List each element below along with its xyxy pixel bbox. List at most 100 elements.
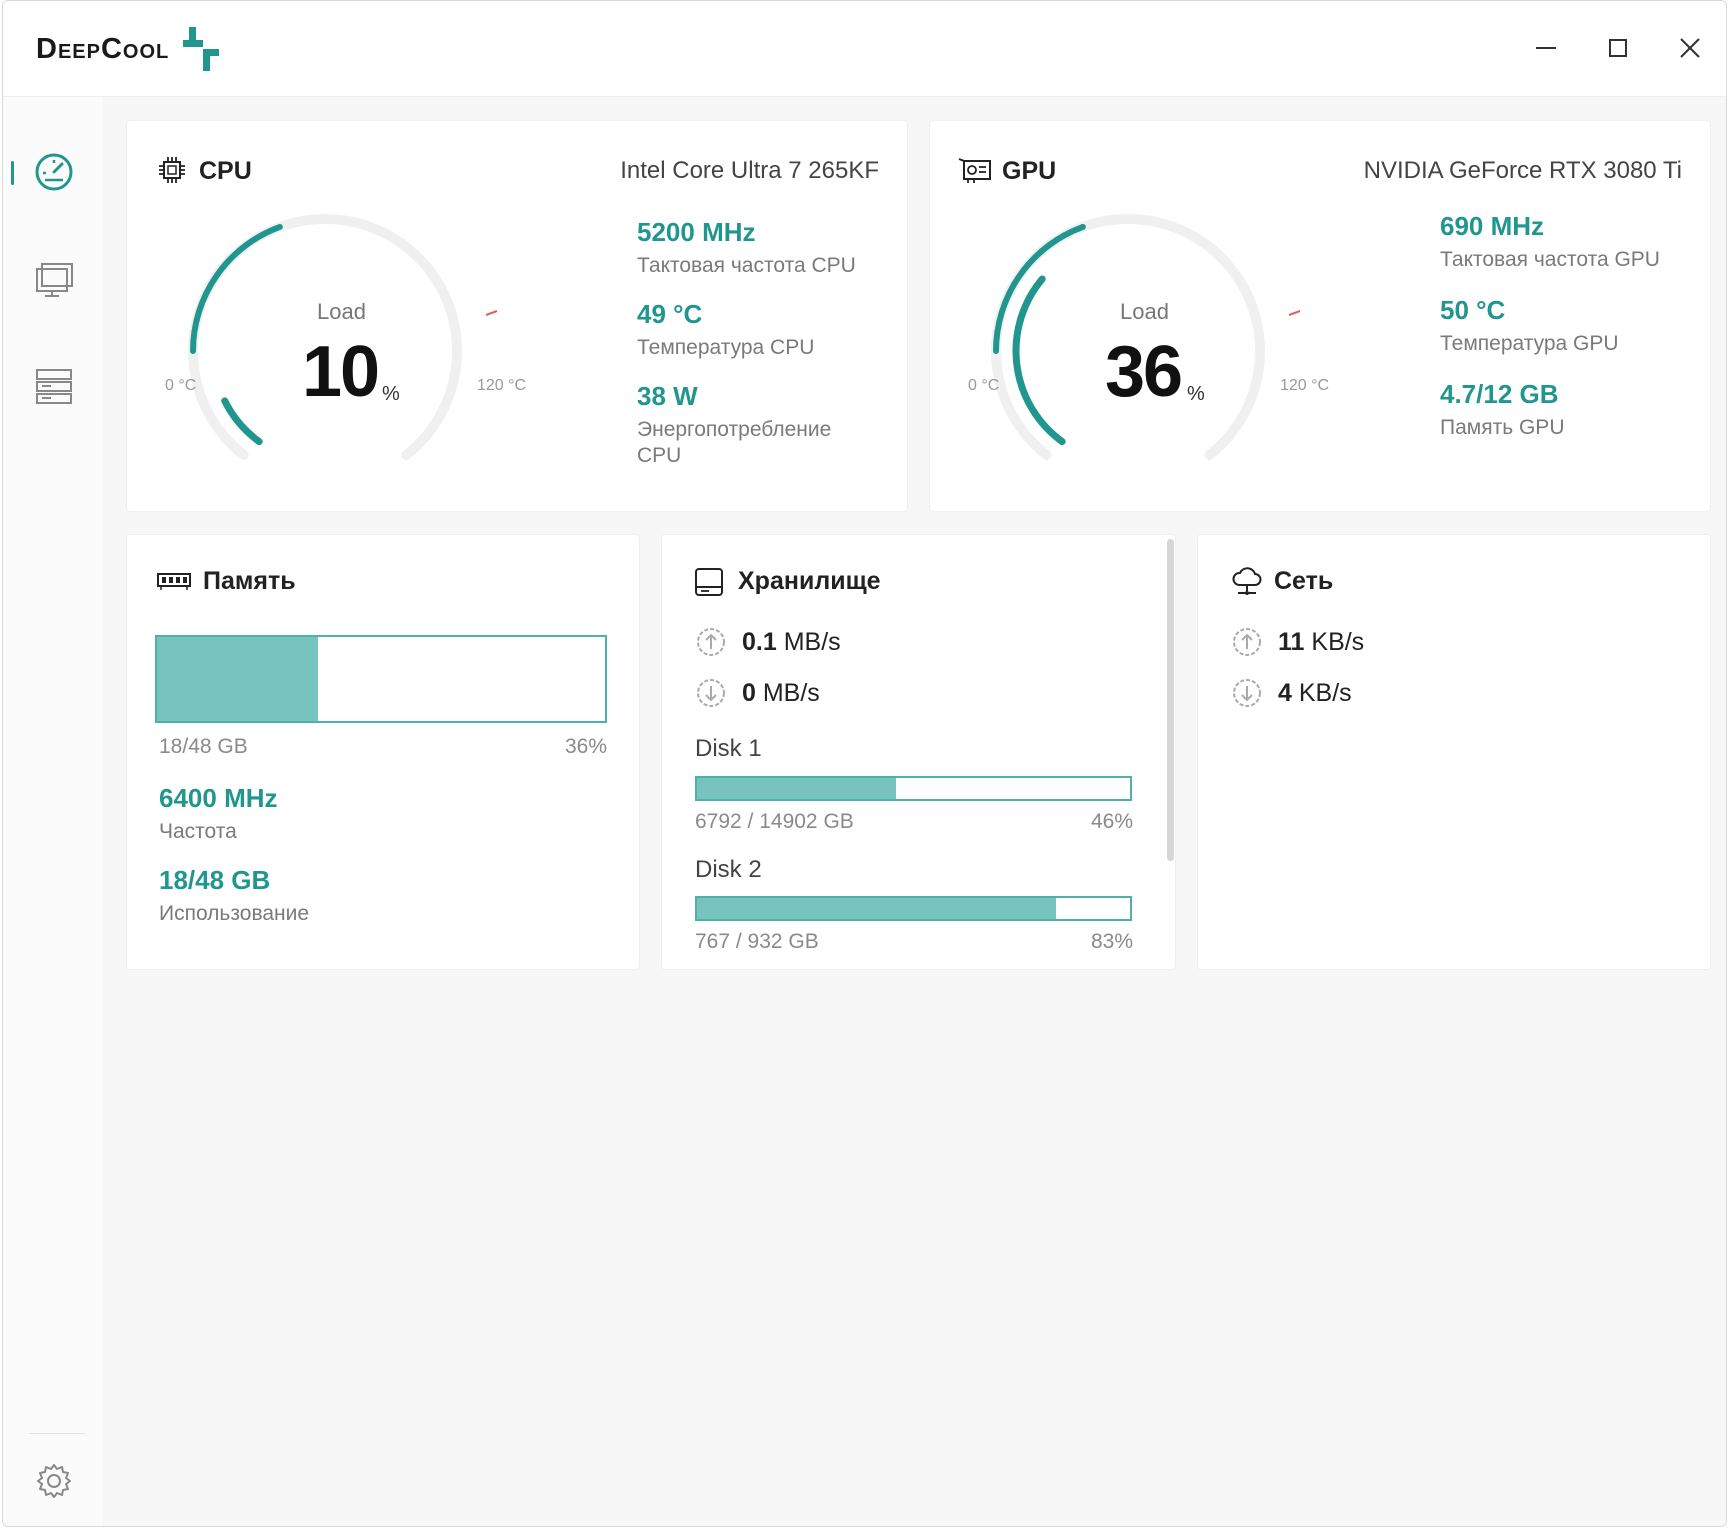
disk-1-usage-bar [695, 776, 1132, 801]
maximize-icon [1609, 39, 1627, 57]
nav-active-indicator [11, 161, 14, 185]
cpu-gauge-hot-tick [485, 310, 498, 316]
cpu-gauge-load-arc [221, 397, 263, 446]
gpu-load-label: Load [1120, 299, 1169, 324]
network-download-value: 4 [1278, 678, 1292, 707]
monitor-icon [36, 263, 73, 297]
cpu-title: CPU [199, 157, 252, 185]
network-upload-row: 11 KB/s [1232, 627, 1364, 657]
gpu-gauge-track [991, 214, 1265, 461]
cpu-gauge-outer-arc [190, 223, 283, 354]
maximize-button[interactable] [1582, 19, 1654, 77]
arrow-down-circle-icon [697, 679, 725, 707]
cpu-load-unit: % [382, 383, 400, 405]
title-bar: DeepCool [3, 1, 1726, 97]
cpu-temp-max: 120 °C [477, 377, 527, 394]
storage-scrollbar[interactable] [1167, 539, 1174, 861]
memory-card: Память 18/48 GB 36% 6400 MHz Частота 18/… [126, 534, 640, 970]
cpu-power-value: 38 W [637, 381, 698, 411]
memory-used-value: 18/48 GB [159, 865, 271, 895]
sidebar [3, 97, 103, 1526]
chip-icon [159, 157, 185, 183]
cpu-temp-label: Температура CPU [637, 336, 815, 359]
minimize-button[interactable] [1510, 19, 1582, 77]
gpu-temp-label: Температура GPU [1440, 332, 1619, 355]
nav-item-monitor[interactable] [25, 252, 83, 310]
drive-icon [695, 568, 723, 596]
brand-name: DeepCool [36, 32, 170, 65]
cpu-card: CPU Intel Core Ultra 7 265KF Load 10 % 0… [126, 120, 908, 512]
network-upload-unit: KB/s [1311, 627, 1365, 656]
storage-download-unit: MB/s [762, 678, 820, 707]
nav-item-devices[interactable] [25, 357, 83, 415]
nav-item-dashboard[interactable] [25, 143, 83, 201]
gpu-mem-value: 4.7/12 GB [1440, 379, 1559, 409]
gpu-gauge-outer-arc [993, 223, 1086, 354]
gear-icon [37, 1464, 71, 1498]
ram-icon [157, 573, 191, 590]
server-list-icon [36, 369, 72, 404]
arrow-up-circle-icon [697, 628, 725, 656]
cpu-model: Intel Core Ultra 7 265KF [620, 157, 879, 184]
gpu-gauge-load-arc [1012, 275, 1066, 446]
network-download-row: 4 KB/s [1232, 678, 1352, 708]
disk-2-usage-text: 767 / 932 GB [695, 930, 819, 953]
deepcool-logo-icon [183, 27, 220, 71]
network-title: Сеть [1274, 567, 1334, 595]
graphics-card-icon [958, 158, 991, 183]
gpu-title: GPU [1002, 157, 1057, 185]
cloud-network-icon [1232, 567, 1262, 595]
network-upload-value: 11 [1278, 627, 1305, 656]
memory-freq-value: 6400 MHz [159, 783, 278, 813]
storage-download-value: 0 [742, 678, 756, 707]
gpu-load-unit: % [1187, 383, 1205, 405]
settings-button[interactable] [25, 1452, 83, 1510]
disk-1-usage-percent: 46% [1090, 810, 1133, 833]
gpu-mem-label: Память GPU [1440, 416, 1565, 439]
memory-freq-label: Частота [159, 820, 237, 843]
cpu-gauge-track [188, 214, 462, 461]
minimize-icon [1536, 47, 1556, 49]
storage-card: Хранилище 0.1 MB/s 0 MB/s Disk 1 [661, 534, 1176, 970]
cpu-load-value: 10 [302, 332, 380, 412]
gpu-temp-min: 0 °C [968, 377, 1000, 394]
arrow-up-circle-icon [1233, 628, 1261, 656]
cpu-temp-value: 49 °C [637, 299, 703, 329]
cpu-clock-value: 5200 MHz [637, 217, 756, 247]
storage-upload-unit: MB/s [783, 627, 841, 656]
disk-2-name: Disk 2 [695, 856, 762, 883]
window-controls [1510, 19, 1726, 77]
cpu-temp-min: 0 °C [165, 377, 197, 394]
gpu-temp-value: 50 °C [1440, 295, 1506, 325]
gpu-load-gauge [991, 214, 1301, 461]
disk-1-usage-text: 6792 / 14902 GB [695, 810, 854, 833]
storage-title: Хранилище [738, 567, 881, 595]
app-logo: DeepCool [36, 27, 220, 71]
sidebar-divider [29, 1433, 85, 1434]
disk-2-usage-bar [695, 896, 1132, 921]
storage-upload-row: 0.1 MB/s [696, 627, 841, 657]
speedometer-icon [35, 153, 73, 191]
memory-usage-bar [155, 635, 607, 723]
disk-1-usage-fill [697, 778, 897, 799]
disk-2-usage-fill [697, 898, 1057, 919]
gpu-clock-value: 690 MHz [1440, 211, 1545, 241]
gpu-model: NVIDIA GeForce RTX 3080 Ti [1363, 157, 1682, 184]
close-button[interactable] [1654, 19, 1726, 77]
cpu-load-gauge [188, 214, 498, 461]
cpu-clock-label: Тактовая частота CPU [637, 254, 856, 277]
arrow-down-circle-icon [1233, 679, 1261, 707]
gpu-clock-label: Тактовая частота GPU [1440, 248, 1660, 271]
storage-download-row: 0 MB/s [696, 678, 820, 708]
cpu-load-label: Load [317, 299, 366, 324]
memory-usage-text: 18/48 GB [159, 735, 248, 758]
memory-title: Память [203, 567, 296, 595]
gpu-load-value: 36 [1105, 332, 1183, 412]
close-icon [1680, 38, 1700, 58]
disk-2-usage-percent: 83% [1090, 930, 1133, 953]
storage-upload-value: 0.1 [742, 627, 777, 656]
memory-usage-fill [157, 637, 319, 721]
network-download-unit: KB/s [1298, 678, 1352, 707]
memory-usage-percent: 36% [564, 735, 607, 758]
